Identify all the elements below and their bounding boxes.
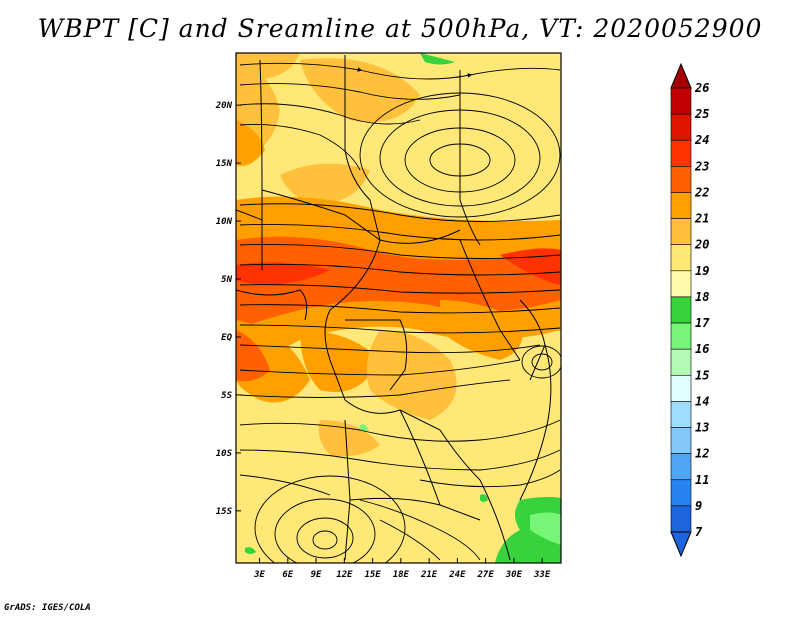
colorbar-label: 21 xyxy=(694,212,709,226)
country-boundaries xyxy=(236,55,552,561)
colorbar-label: 20 xyxy=(694,238,709,252)
colorbar-label: 9 xyxy=(695,499,702,513)
colorbar: 26 25 24 23 22 21 20 19 18 17 16 15 14 13 12 11 9 7 xyxy=(670,62,710,558)
colorbar-label: 23 xyxy=(694,159,709,173)
lat-tick-label: 15N xyxy=(216,159,233,169)
colorbar-swatch xyxy=(670,505,692,533)
lon-tick-label: 9E xyxy=(311,570,322,580)
streamlines xyxy=(239,62,561,563)
colorbar-label: 13 xyxy=(695,421,709,435)
colorbar-label: 16 xyxy=(695,342,709,356)
colorbar-swatch xyxy=(670,427,692,454)
colorbar-label: 22 xyxy=(694,185,709,199)
colorbar-label: 15 xyxy=(695,368,709,382)
colorbar-label: 11 xyxy=(695,473,709,487)
colorbar-swatch xyxy=(670,270,692,298)
colorbar-min-arrow xyxy=(670,531,692,558)
lat-tick-label: EQ xyxy=(221,333,232,343)
colorbar-label: 25 xyxy=(694,107,709,121)
colorbar-max-arrow xyxy=(670,62,692,89)
map-frame xyxy=(235,52,562,564)
colorbar-label: 26 xyxy=(694,81,709,95)
lon-tick-label: 24E xyxy=(448,570,466,580)
lat-tick-label: 5N xyxy=(221,275,232,285)
colorbar-swatch xyxy=(670,479,692,507)
colorbar-label: 7 xyxy=(695,525,703,539)
lon-tick-label: 18E xyxy=(393,570,410,580)
map-title: WBPT [C] and Sreamline at 500hPa, VT: 20… xyxy=(37,14,763,43)
colorbar-swatch xyxy=(670,244,692,272)
lat-tick-label: 20N xyxy=(215,101,233,111)
colorbar-swatch xyxy=(670,166,692,193)
colorbar-label: 18 xyxy=(695,290,709,304)
lat-tick-label: 10N xyxy=(216,217,233,227)
colorbar-label: 19 xyxy=(695,264,709,278)
colorbar-swatch xyxy=(670,296,692,324)
lat-tick-label: 15S xyxy=(216,507,233,517)
lon-tick-label: 12E xyxy=(336,570,353,580)
colorbar-swatch xyxy=(670,453,692,481)
map-axes: 3E 6E 9E 12E 15E 18E 21E 24E 27E 30E 33E 20N 15N 10N 5… xyxy=(215,101,551,580)
colorbar-label: 24 xyxy=(694,133,709,147)
lon-tick-label: 33E xyxy=(533,570,551,580)
colorbar-label: 12 xyxy=(695,447,709,461)
colorbar-swatch xyxy=(670,348,692,376)
lon-tick-label: 15E xyxy=(364,570,381,580)
lon-tick-label: 27E xyxy=(477,570,495,580)
lat-tick-label: 5S xyxy=(221,391,232,401)
colorbar-swatch xyxy=(670,374,692,402)
colorbar-swatch xyxy=(670,322,692,350)
colorbar-swatch xyxy=(670,113,692,141)
wbpt-field xyxy=(236,53,561,563)
colorbar-swatch xyxy=(670,218,692,246)
colorbar-swatch xyxy=(670,139,692,167)
lon-tick-label: 6E xyxy=(282,570,293,580)
colorbar-label: 14 xyxy=(695,394,709,408)
lat-tick-label: 10S xyxy=(216,449,233,459)
lon-tick-label: 30E xyxy=(505,570,523,580)
colorbar-label: 17 xyxy=(695,316,710,330)
colorbar-swatch xyxy=(670,192,692,219)
lon-tick-label: 3E xyxy=(253,570,265,580)
footer-credit: GrADS: IGES/COLA xyxy=(4,603,91,613)
colorbar-swatch xyxy=(670,401,692,428)
colorbar-swatch xyxy=(670,87,692,115)
lon-tick-label: 21E xyxy=(420,570,438,580)
